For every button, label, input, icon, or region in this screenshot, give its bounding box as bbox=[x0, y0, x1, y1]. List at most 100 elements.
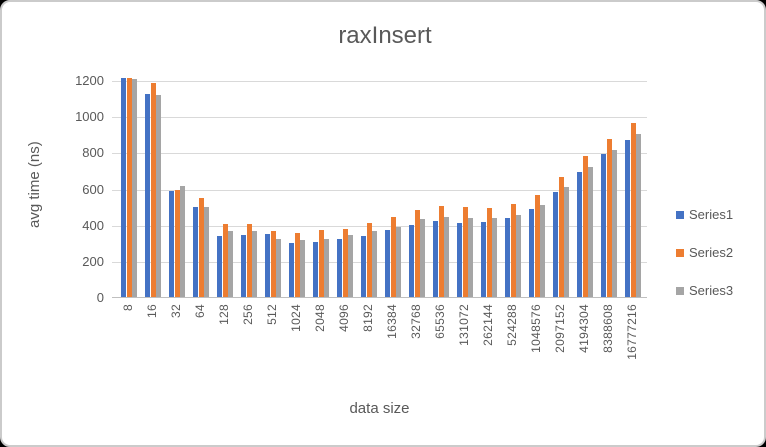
bar-series1-4194304 bbox=[577, 172, 582, 297]
bar-series2-512 bbox=[270, 231, 276, 297]
gridline-200 bbox=[112, 261, 647, 263]
bar-series2-16384 bbox=[390, 216, 396, 297]
bar-series2-64 bbox=[198, 197, 204, 297]
legend-item-series1: Series1 bbox=[676, 207, 733, 222]
bar-series2-128 bbox=[222, 223, 228, 297]
bar-series3-262144 bbox=[492, 218, 497, 297]
bar-series2-524288 bbox=[510, 203, 516, 297]
bar-series3-512 bbox=[276, 239, 281, 297]
bar-series2-65536 bbox=[438, 205, 444, 297]
x-tick-label-65536: 65536 bbox=[433, 304, 447, 339]
x-tick-label-8388608: 8388608 bbox=[601, 304, 615, 353]
bar-series2-2048 bbox=[318, 230, 324, 297]
series2-swatch-icon bbox=[676, 248, 684, 257]
bar-series1-2048 bbox=[313, 241, 318, 297]
bar-series2-4096 bbox=[342, 229, 348, 297]
bar-series3-2048 bbox=[324, 239, 329, 297]
legend-label-series2: Series2 bbox=[689, 245, 734, 260]
x-axis-line bbox=[112, 297, 647, 298]
bar-series3-16 bbox=[156, 94, 161, 297]
bar-series3-65536 bbox=[444, 216, 449, 297]
x-tick-label-256: 256 bbox=[241, 304, 255, 325]
bar-series1-131072 bbox=[457, 222, 462, 297]
bar-series3-16384 bbox=[396, 227, 401, 297]
x-tick-label-524288: 524288 bbox=[505, 304, 519, 346]
bar-series1-32768 bbox=[409, 224, 414, 297]
legend-item-series3: Series3 bbox=[676, 283, 733, 298]
x-tick-label-4194304: 4194304 bbox=[577, 304, 591, 353]
gridline-800 bbox=[112, 153, 647, 155]
chart-title: raxInsert bbox=[338, 22, 432, 49]
bar-series1-4096 bbox=[337, 239, 342, 297]
x-tick-label-64: 64 bbox=[193, 304, 207, 318]
x-tick-label-16: 16 bbox=[145, 304, 159, 318]
plot-area bbox=[112, 72, 647, 298]
gridline-1000 bbox=[112, 117, 647, 119]
bar-series1-524288 bbox=[505, 218, 510, 297]
y-tick-label-400: 400 bbox=[82, 217, 104, 233]
x-tick-label-8192: 8192 bbox=[361, 304, 375, 332]
bar-series3-8388608 bbox=[612, 149, 617, 297]
bar-series3-128 bbox=[228, 231, 233, 297]
y-tick-label-800: 800 bbox=[82, 145, 104, 161]
x-tick-label-262144: 262144 bbox=[481, 304, 495, 346]
series1-swatch-icon bbox=[676, 210, 684, 219]
legend-label-series3: Series3 bbox=[689, 283, 734, 298]
bar-series2-2097152 bbox=[558, 176, 564, 297]
bar-series3-8 bbox=[132, 79, 137, 297]
bar-series3-64 bbox=[204, 206, 209, 297]
bar-series2-256 bbox=[246, 223, 252, 297]
bar-series1-16777216 bbox=[625, 139, 630, 297]
bar-series3-8192 bbox=[372, 231, 377, 297]
x-tick-label-32: 32 bbox=[169, 304, 183, 318]
x-tick-label-1024: 1024 bbox=[289, 304, 303, 332]
bar-series2-1024 bbox=[294, 232, 300, 297]
x-tick-label-16777216: 16777216 bbox=[625, 304, 639, 360]
bar-series3-256 bbox=[252, 231, 257, 297]
bar-series3-131072 bbox=[468, 218, 473, 297]
bar-series2-32 bbox=[174, 190, 180, 297]
bar-series1-512 bbox=[265, 233, 270, 297]
bar-series2-4194304 bbox=[582, 155, 588, 297]
gridline-400 bbox=[112, 225, 647, 227]
bar-series2-16777216 bbox=[630, 122, 636, 297]
y-tick-label-1000: 1000 bbox=[75, 109, 104, 125]
bar-series3-16777216 bbox=[636, 134, 641, 297]
bar-series1-16384 bbox=[385, 230, 390, 297]
x-tick-label-2097152: 2097152 bbox=[553, 304, 567, 353]
bar-series1-16 bbox=[145, 93, 150, 297]
y-tick-label-0: 0 bbox=[96, 290, 104, 305]
bar-series2-262144 bbox=[486, 207, 492, 297]
x-tick-label-2048: 2048 bbox=[313, 304, 327, 332]
x-tick-label-131072: 131072 bbox=[457, 304, 471, 346]
bar-series3-1048576 bbox=[540, 204, 545, 297]
bar-series3-524288 bbox=[516, 214, 521, 297]
x-tick-label-512: 512 bbox=[265, 304, 279, 325]
gridline-1200 bbox=[112, 81, 647, 83]
y-tick-label-1200: 1200 bbox=[75, 73, 104, 89]
y-tick-label-600: 600 bbox=[82, 181, 104, 197]
bar-series2-8388608 bbox=[606, 138, 612, 297]
bar-series3-32768 bbox=[420, 219, 425, 297]
bar-series1-64 bbox=[193, 206, 198, 297]
bar-series3-4096 bbox=[348, 234, 353, 297]
bar-series3-1024 bbox=[300, 240, 305, 297]
x-tick-label-1048576: 1048576 bbox=[529, 304, 543, 353]
bar-series2-32768 bbox=[414, 210, 420, 297]
bar-series1-1024 bbox=[289, 242, 294, 297]
y-tick-label-200: 200 bbox=[82, 253, 104, 269]
bar-series1-256 bbox=[241, 234, 246, 297]
bar-series2-131072 bbox=[462, 206, 468, 297]
bar-series1-128 bbox=[217, 235, 222, 297]
bar-series1-32 bbox=[169, 191, 174, 297]
bar-series2-8192 bbox=[366, 222, 372, 297]
legend: Series1 Series2 Series3 bbox=[676, 207, 733, 298]
legend-label-series1: Series1 bbox=[689, 207, 734, 222]
bar-series1-8388608 bbox=[601, 154, 606, 297]
series3-swatch-icon bbox=[676, 286, 684, 295]
bar-series1-65536 bbox=[433, 221, 438, 297]
bar-series1-262144 bbox=[481, 221, 486, 297]
bar-series2-8 bbox=[126, 78, 132, 297]
bar-series3-32 bbox=[180, 185, 185, 297]
